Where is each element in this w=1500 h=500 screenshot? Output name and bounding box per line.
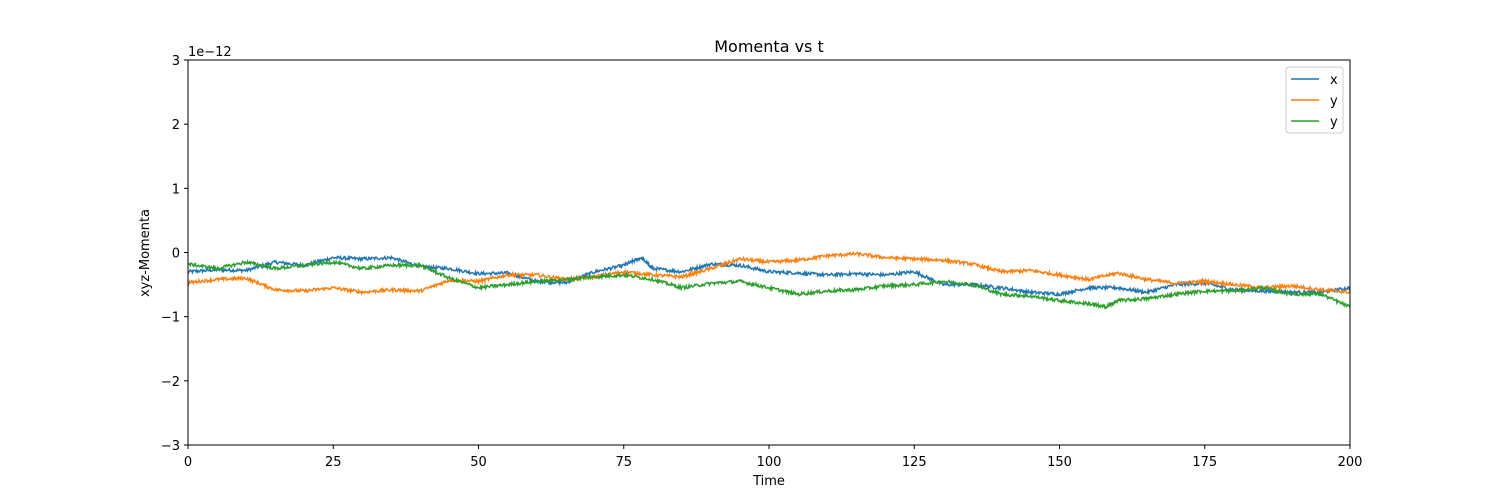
x-tick-label: 75: [615, 455, 632, 470]
y-tick-label: 3: [172, 54, 180, 69]
x-tick-label: 0: [184, 455, 192, 470]
x-axis-label: Time: [752, 474, 785, 489]
x-tick-label: 125: [902, 455, 927, 470]
x-tick-label: 175: [1192, 455, 1217, 470]
y-offset-text: 1e−12: [188, 45, 232, 60]
legend: xyy: [1285, 66, 1344, 134]
x-tick-label: 25: [325, 455, 342, 470]
series-line-2: [187, 250, 1351, 296]
x-tick-label: 200: [1338, 455, 1363, 470]
series-line-1: [187, 254, 1351, 297]
y-tick-label: 0: [172, 247, 180, 262]
y-tick-label: 2: [172, 118, 180, 133]
series-line-3: [187, 259, 1351, 310]
x-tick-label: 100: [757, 455, 782, 470]
y-tick-label: −2: [161, 375, 180, 390]
y-tick-label: 1: [172, 182, 180, 197]
legend-label: x: [1330, 73, 1338, 88]
x-tick-label: 50: [470, 455, 487, 470]
x-tick-label: 150: [1047, 455, 1072, 470]
chart-title: Momenta vs t: [714, 37, 824, 56]
y-tick-label: −3: [161, 439, 180, 454]
legend-label: y: [1330, 115, 1338, 130]
plot-area: 0 25 50 75 100 125 150 175 200 −3 −2 −1 0 1 2 3: [161, 54, 1363, 470]
y-tick-label: −1: [161, 311, 180, 326]
legend-label: y: [1330, 94, 1338, 109]
y-axis-label: xyz-Momenta: [138, 209, 153, 297]
